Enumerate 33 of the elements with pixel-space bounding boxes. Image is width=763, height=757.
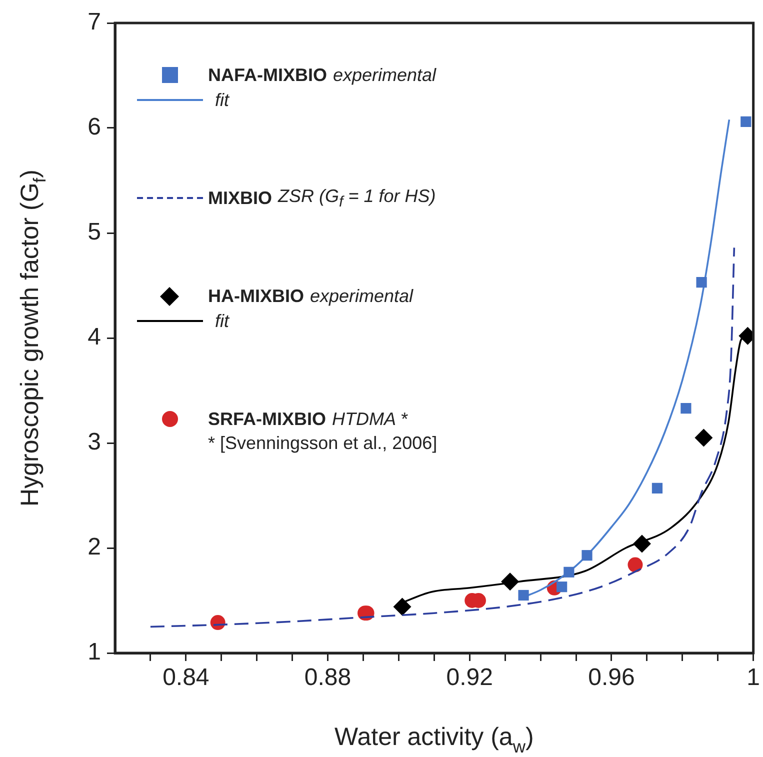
point [694,428,713,447]
point [696,277,707,288]
point [501,572,520,591]
point [740,116,752,128]
legend-label: fit [215,90,230,110]
point [680,403,692,414]
legend-label: MIXBIO ZSR (G$_{f}$ = 1 for HS) [208,186,436,210]
point [582,550,592,561]
legend-label: HA-MIXBIO experimental [208,286,414,306]
y-tick-label: 3 [88,428,101,456]
y-tick-label: 4 [88,324,101,351]
point [556,582,568,592]
point [652,482,663,494]
x-tick-label: 1 [746,664,760,692]
y-tick-label: 1 [88,638,101,666]
y-tick-label: 6 [88,114,101,141]
point [564,566,574,578]
y-tick-label: 7 [88,8,101,36]
point [518,590,529,601]
point [632,534,651,553]
x-tick-label: 0.88 [304,664,352,692]
y-tick-label: 2 [88,534,101,561]
legend-label: SRFA-MIXBIO HTDMA * [208,408,408,430]
y-axis-title: Hygroscopic growth factor (Gf) [16,170,50,506]
legend-label: fit [215,310,230,332]
point [393,598,412,616]
x-tick-label: 0.92 [446,664,493,692]
annotation: * [Svenningsson et al., 2006] [208,433,438,454]
x-tick-label: 0.96 [588,664,635,692]
x-tick-label: 0.84 [162,664,210,692]
y-tick-label: 5 [88,218,101,246]
point [628,557,643,572]
legend-label: NAFA-MIXBIO experimental [208,64,436,86]
